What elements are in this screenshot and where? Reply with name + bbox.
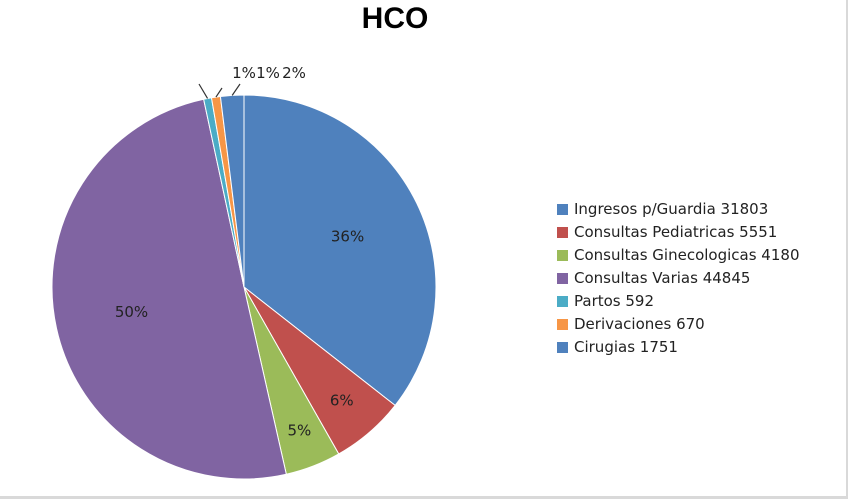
pie-leader-5	[215, 87, 223, 98]
pie-label-0: 36%	[331, 228, 364, 246]
legend-label: Ingresos p/Guardia 31803	[574, 200, 769, 218]
legend-label: Cirugias 1751	[574, 338, 678, 356]
legend-item: Consultas Pediatricas 5551	[557, 221, 799, 244]
legend-swatch	[557, 342, 568, 353]
chart-title: HCO	[361, 2, 429, 35]
pie-slice-0	[243, 94, 437, 407]
legend-label: Consultas Varias 44845	[574, 269, 751, 287]
pie-slice-3	[51, 98, 287, 480]
legend-label: Consultas Ginecologicas 4180	[574, 246, 800, 264]
pie-slices	[51, 94, 437, 480]
legend-swatch	[557, 250, 568, 261]
legend-item: Derivaciones 670	[557, 313, 799, 336]
legend-item: Consultas Varias 44845	[557, 267, 799, 290]
legend-item: Cirugias 1751	[557, 336, 799, 359]
legend-item: Ingresos p/Guardia 31803	[557, 198, 799, 221]
pie-label-3: 50%	[115, 303, 148, 321]
legend-swatch	[557, 273, 568, 284]
pie-leader-4	[198, 83, 209, 99]
pie-leader-6	[231, 83, 241, 96]
legend-item: Consultas Ginecologicas 4180	[557, 244, 799, 267]
legend-swatch	[557, 319, 568, 330]
pie-label-6: 2%	[282, 64, 306, 82]
pie-slice-6	[219, 94, 245, 288]
legend-swatch	[557, 296, 568, 307]
pie-label-4: 1%	[232, 64, 256, 82]
pie-label-1: 6%	[330, 391, 354, 409]
pie-label-2: 5%	[288, 421, 312, 439]
legend-label: Consultas Pediatricas 5551	[574, 223, 778, 241]
legend-swatch	[557, 204, 568, 215]
pie-labels: 36%6%5%50%1% 1% 2%	[115, 64, 364, 439]
pie-label-5: 1%	[256, 64, 280, 82]
legend-label: Derivaciones 670	[574, 315, 705, 333]
legend-swatch	[557, 227, 568, 238]
chart-legend: Ingresos p/Guardia 31803 Consultas Pediat…	[557, 198, 799, 359]
legend-item: Partos 592	[557, 290, 799, 313]
legend-label: Partos 592	[574, 292, 655, 310]
